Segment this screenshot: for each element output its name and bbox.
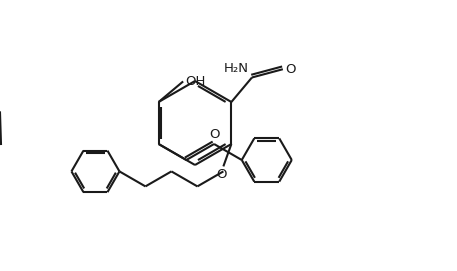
Text: OH: OH [185, 75, 206, 88]
Text: H₂N: H₂N [224, 63, 249, 76]
Text: O: O [285, 63, 295, 76]
Text: O: O [209, 128, 219, 141]
Text: O: O [216, 168, 227, 181]
